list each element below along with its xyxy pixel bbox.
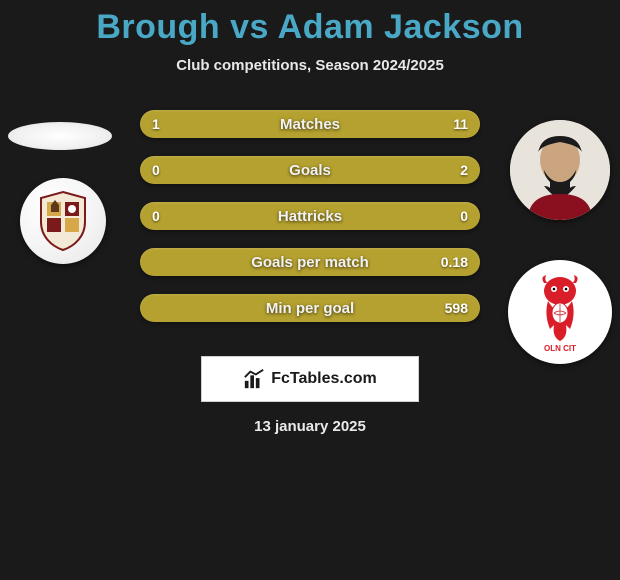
club-crest-left: [20, 178, 106, 264]
stat-row: Min per goal 598: [140, 294, 480, 322]
bar-chart-icon: [243, 368, 265, 390]
comparison-title: Brough vs Adam Jackson: [0, 0, 620, 47]
attribution-text: FcTables.com: [271, 370, 377, 388]
stat-label: Min per goal: [140, 300, 480, 317]
comparison-subtitle: Club competitions, Season 2024/2025: [0, 57, 620, 74]
attribution-badge: FcTables.com: [201, 356, 419, 402]
stats-container: 1 Matches 11 0 Goals 2 0 Hattricks 0 Goa…: [140, 110, 480, 322]
stat-label: Goals per match: [140, 254, 480, 271]
stat-label: Goals: [140, 162, 480, 179]
stat-label: Matches: [140, 116, 480, 133]
svg-text:OLN CIT: OLN CIT: [544, 344, 576, 353]
imp-crest-icon: OLN CIT: [524, 271, 596, 353]
avatar-icon: [510, 120, 610, 220]
stat-row: 0 Hattricks 0: [140, 202, 480, 230]
stat-right-value: 0.18: [438, 254, 468, 270]
stat-row: Goals per match 0.18: [140, 248, 480, 276]
player-left-placeholder: [8, 122, 112, 150]
player-right-avatar: [510, 120, 610, 220]
stat-label: Hattricks: [140, 208, 480, 225]
stat-row: 0 Goals 2: [140, 156, 480, 184]
stat-right-value: 598: [438, 300, 468, 316]
shield-icon: [37, 190, 89, 252]
stat-row: 1 Matches 11: [140, 110, 480, 138]
stat-right-value: 11: [438, 116, 468, 132]
snapshot-date: 13 january 2025: [0, 418, 620, 435]
club-crest-right: OLN CIT: [508, 260, 612, 364]
stat-right-value: 2: [438, 162, 468, 178]
stat-right-value: 0: [438, 208, 468, 224]
